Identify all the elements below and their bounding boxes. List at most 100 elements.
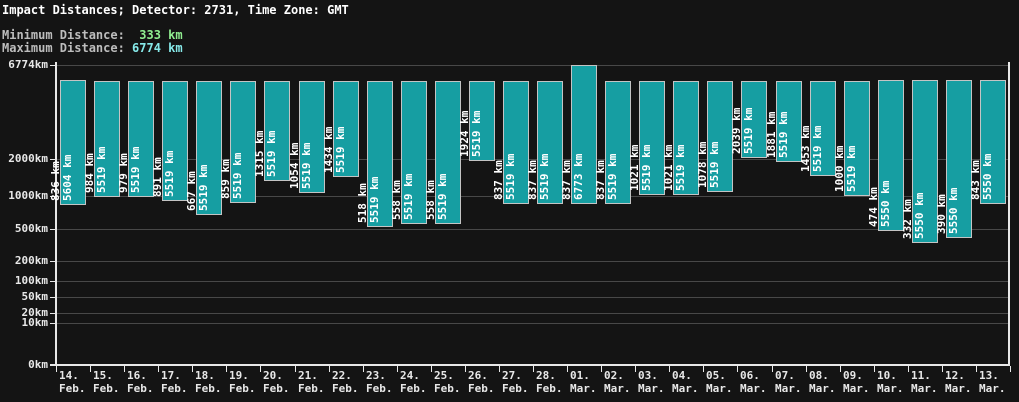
x-tick-label-day: 25. (434, 369, 454, 382)
x-tick (1010, 366, 1011, 372)
x-tick-label-month: Mar. (672, 382, 699, 395)
bar-max-label: 5550 km (879, 180, 892, 227)
gridline (57, 261, 1008, 262)
bar-max-label: 5519 km (197, 164, 210, 211)
x-tick-label-day: 19. (229, 369, 249, 382)
bar-max-label: 5519 km (231, 152, 244, 199)
y-axis (55, 62, 57, 366)
x-tick-label-day: 08. (809, 369, 829, 382)
bar: 859 km 5519 km (219, 81, 256, 203)
x-tick-label-month: Feb. (536, 382, 563, 395)
x-tick-label-month: Feb. (93, 382, 120, 395)
y-tick-label: 100km (14, 274, 48, 287)
y-tick-label: 10km (21, 316, 49, 329)
x-tick-label: 26. Feb. (468, 369, 495, 395)
x-tick-label-month: Feb. (59, 382, 86, 395)
x-tick-label-day: 16. (127, 369, 147, 382)
x-tick-label-month: Feb. (229, 382, 256, 395)
bar-max-label: 5519 km (265, 130, 278, 177)
bar: 518 km 5519 km (356, 81, 393, 227)
bar-max-label: 5519 km (402, 173, 415, 220)
gridline (57, 65, 1008, 66)
x-tick-label: 05. Mar. (706, 369, 733, 395)
x-tick (737, 366, 738, 372)
bar-max-label: 5519 km (334, 126, 347, 173)
y-tick (50, 229, 56, 230)
x-tick-label-day: 27. (502, 369, 522, 382)
x-tick-label-month: Mar. (809, 382, 836, 395)
x-tick-label-month: Feb. (366, 382, 393, 395)
bar-max-label: 5550 km (913, 192, 926, 239)
x-tick (56, 366, 57, 372)
bar-max-label: 5519 km (742, 107, 755, 154)
bar: 558 km 5519 km (390, 81, 427, 224)
x-tick-label-day: 04. (672, 369, 692, 382)
bar-max-label: 5519 km (163, 150, 176, 197)
x-tick-label-month: Feb. (263, 382, 290, 395)
x-tick-label: 17. Feb. (161, 369, 188, 395)
x-tick-label: 14. Feb. (59, 369, 86, 395)
x-tick (908, 366, 909, 372)
x-tick-label-day: 23. (366, 369, 386, 382)
x-tick-label-month: Feb. (195, 382, 222, 395)
x-tick-label: 10. Mar. (877, 369, 904, 395)
x-tick-label: 08. Mar. (809, 369, 836, 395)
y-tick-label: 50km (21, 290, 49, 303)
y-tick (50, 196, 56, 197)
x-tick-label-month: Feb. (127, 382, 154, 395)
bar: 2039 km 5519 km (730, 81, 767, 158)
bar: 1315 km 5519 km (253, 81, 290, 181)
y-tick-label: 1000km (8, 189, 48, 202)
bar: 1434 km 5519 km (322, 81, 359, 177)
max-distance-value: 6774 km (132, 41, 183, 55)
x-tick (397, 366, 398, 372)
x-tick-label: 11. Mar. (911, 369, 938, 395)
x-tick-label-day: 06. (740, 369, 760, 382)
chart-title: Impact Distances; Detector: 2731, Time Z… (2, 3, 349, 17)
x-tick-label-month: Mar. (979, 382, 1006, 395)
x-tick-label-day: 14. (59, 369, 79, 382)
bar: 390 km 5550 km (935, 80, 972, 238)
bar: 1078 km 5519 km (696, 81, 733, 192)
x-tick-label: 25. Feb. (434, 369, 461, 395)
x-tick-label-day: 22. (332, 369, 352, 382)
min-distance-value: 333 km (139, 28, 183, 42)
x-tick (295, 366, 296, 372)
x-tick (192, 366, 193, 372)
gridline (57, 281, 1008, 282)
x-tick-label-day: 24. (400, 369, 420, 382)
gridline (57, 196, 1008, 197)
y-tick (50, 365, 56, 366)
bar: 837 km 5519 km (492, 81, 529, 204)
bar-max-label: 5519 km (368, 176, 381, 223)
x-tick (567, 366, 568, 372)
bar: 1054 km 5519 km (288, 81, 325, 193)
x-tick-label-day: 02. (604, 369, 624, 382)
gridline (57, 297, 1008, 298)
x-tick-label-month: Mar. (843, 382, 870, 395)
y-tick (50, 159, 56, 160)
bar: 837 km 6773 km (560, 65, 597, 204)
x-tick-label-month: Mar. (604, 382, 631, 395)
bar: 979 km 5519 km (117, 81, 154, 197)
bar: 667 km 5519 km (185, 81, 222, 215)
x-tick (533, 366, 534, 372)
x-tick-label: 02. Mar. (604, 369, 631, 395)
x-tick-label: 15. Feb. (93, 369, 120, 395)
x-tick-label-day: 26. (468, 369, 488, 382)
x-tick-label-day: 13. (979, 369, 999, 382)
bar-max-label: 5519 km (538, 153, 551, 200)
bar-max-label: 5519 km (640, 144, 653, 191)
x-tick (90, 366, 91, 372)
x-tick-label-day: 11. (911, 369, 931, 382)
bar: 332 km 5550 km (901, 80, 938, 243)
x-tick-label-month: Mar. (945, 382, 972, 395)
x-tick-label: 21. Feb. (298, 369, 325, 395)
x-tick-label-day: 17. (161, 369, 181, 382)
x-tick (124, 366, 125, 372)
x-tick (635, 366, 636, 372)
bar-max-label: 5519 km (606, 153, 619, 200)
x-tick (669, 366, 670, 372)
x-tick-label-day: 21. (298, 369, 318, 382)
